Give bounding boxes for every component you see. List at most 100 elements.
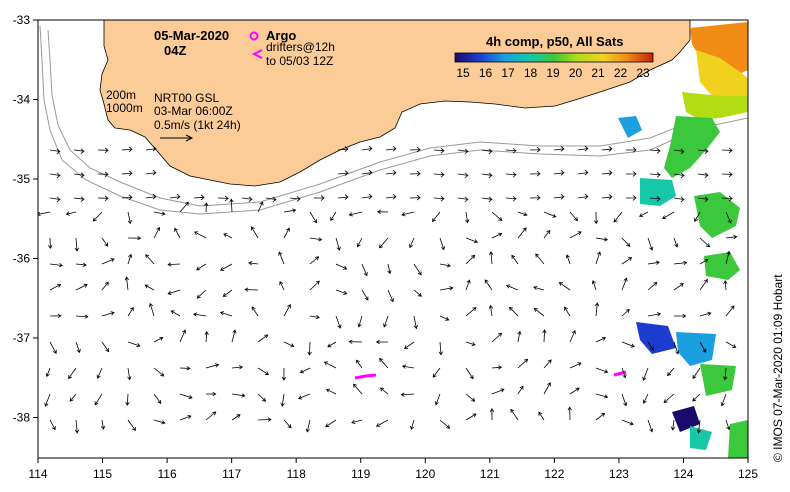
drifter-marker-icon: [251, 49, 263, 59]
current-arrow: [647, 341, 654, 351]
current-arrow: [357, 315, 363, 328]
current-arrow: [577, 145, 589, 152]
current-arrow: [361, 263, 368, 277]
lon-tick-label: 122: [544, 467, 564, 481]
current-arrow: [283, 208, 297, 213]
current-arrow: [92, 211, 103, 222]
isobath-1000m-label: 1000m: [106, 101, 143, 115]
current-arrow: [409, 146, 421, 153]
lon-tick-label: 118: [287, 467, 306, 481]
current-arrow: [697, 196, 709, 203]
current-arrow: [375, 419, 389, 427]
current-arrow: [101, 258, 115, 265]
lon-tick-label: 116: [158, 467, 177, 481]
current-arrow: [621, 393, 628, 407]
current-arrow: [289, 196, 301, 202]
current-arrow: [231, 329, 237, 343]
current-arrow: [723, 280, 728, 291]
current-arrow: [489, 251, 494, 265]
current-arrow: [409, 194, 421, 201]
current-arrow: [121, 146, 133, 153]
current-arrow: [413, 289, 422, 297]
current-arrow: [488, 304, 494, 317]
current-arrow: [721, 171, 733, 178]
current-arrow: [577, 169, 589, 176]
current-arrow: [75, 341, 81, 354]
current-arrow: [564, 306, 571, 317]
current-arrow: [97, 147, 109, 154]
current-arrow: [38, 211, 51, 217]
current-arrow: [642, 393, 649, 404]
current-arrow: [465, 254, 476, 265]
current-arrow: [257, 393, 267, 402]
current-arrow: [73, 172, 85, 178]
current-arrow: [121, 194, 133, 201]
colorbar-tick-label: 16: [479, 66, 493, 80]
current-arrow: [265, 196, 277, 203]
current-arrow: [465, 393, 476, 402]
current-arrow: [465, 237, 479, 244]
current-arrow: [205, 411, 217, 421]
current-arrow: [569, 330, 576, 343]
current-arrow: [465, 341, 476, 347]
current-arrow: [409, 170, 421, 177]
current-arrow: [49, 196, 61, 203]
current-arrow: [174, 227, 181, 239]
current-arrow: [75, 314, 89, 319]
current-arrow: [127, 419, 136, 432]
current-arrow: [167, 289, 181, 296]
current-arrow: [193, 231, 207, 239]
drifters-range-label: to 05/03 12Z: [266, 54, 333, 68]
current-arrow: [670, 419, 676, 431]
current-arrow: [144, 284, 155, 291]
current-arrow: [73, 196, 85, 202]
current-arrow: [505, 195, 517, 202]
current-arrow: [647, 237, 654, 251]
current-arrow: [127, 367, 132, 381]
current-arrow: [231, 414, 241, 421]
current-arrow: [283, 341, 295, 348]
lon-tick-label: 117: [222, 467, 241, 481]
current-arrow: [145, 169, 157, 176]
current-arrow: [625, 147, 637, 153]
current-arrow: [356, 359, 363, 369]
current-arrow: [595, 412, 606, 421]
current-arrow: [222, 289, 233, 297]
colorbar-ticks: 15 16 17 18 19 20 21 22 23: [456, 66, 650, 80]
time-label: 04Z: [164, 43, 186, 58]
current-arrow: [409, 237, 415, 249]
current-arrow: [125, 393, 130, 406]
current-arrow: [127, 236, 142, 241]
current-arrow: [642, 367, 649, 381]
scale-label: 0.5m/s (1kt 24h): [154, 118, 241, 132]
current-arrow: [400, 392, 415, 397]
current-arrow: [100, 419, 106, 430]
current-arrow: [204, 202, 209, 213]
current-arrow: [385, 169, 397, 176]
current-arrow: [569, 231, 582, 239]
current-arrow: [196, 263, 207, 271]
current-arrow: [465, 413, 477, 421]
current-arrow: [673, 283, 684, 291]
current-arrow: [335, 289, 348, 295]
current-arrow: [505, 284, 519, 291]
current-arrow: [145, 145, 157, 152]
current-arrow: [465, 279, 471, 291]
current-arrow: [621, 277, 628, 291]
current-arrow: [725, 341, 737, 348]
current-arrow: [127, 306, 134, 317]
current-arrow: [491, 388, 505, 395]
current-arrow: [148, 302, 155, 317]
argo-label: Argo: [266, 28, 296, 43]
current-arrow: [279, 280, 285, 291]
current-arrow: [565, 254, 571, 265]
current-arrow: [621, 341, 635, 348]
current-arrow: [375, 339, 389, 345]
current-arrow: [179, 201, 189, 213]
current-arrow: [409, 419, 415, 431]
current-arrow: [335, 237, 341, 251]
lon-tick-label: 125: [738, 467, 758, 481]
current-arrow: [179, 393, 193, 400]
lon-tick-label: 120: [415, 467, 435, 481]
